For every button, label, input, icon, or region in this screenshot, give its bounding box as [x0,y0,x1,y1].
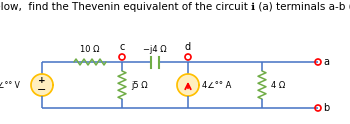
Text: −: − [37,86,47,95]
Text: 4 Ω: 4 Ω [271,80,285,90]
Text: c: c [119,42,125,52]
Text: d: d [185,42,191,52]
Text: j5 Ω: j5 Ω [131,80,148,90]
Text: 10 Ω: 10 Ω [80,45,100,54]
Text: +: + [38,76,46,85]
Text: 20∠°° V: 20∠°° V [0,80,20,90]
Circle shape [31,74,53,96]
Text: 4∠°° A: 4∠°° A [202,80,231,90]
Text: a: a [323,57,329,67]
Text: b: b [323,103,329,113]
Circle shape [177,74,199,96]
Text: −j4 Ω: −j4 Ω [143,45,167,54]
Text: For the figure below,  find the Thevenin equivalent of the circuit ℹ (a) termina: For the figure below, find the Thevenin … [0,2,350,12]
